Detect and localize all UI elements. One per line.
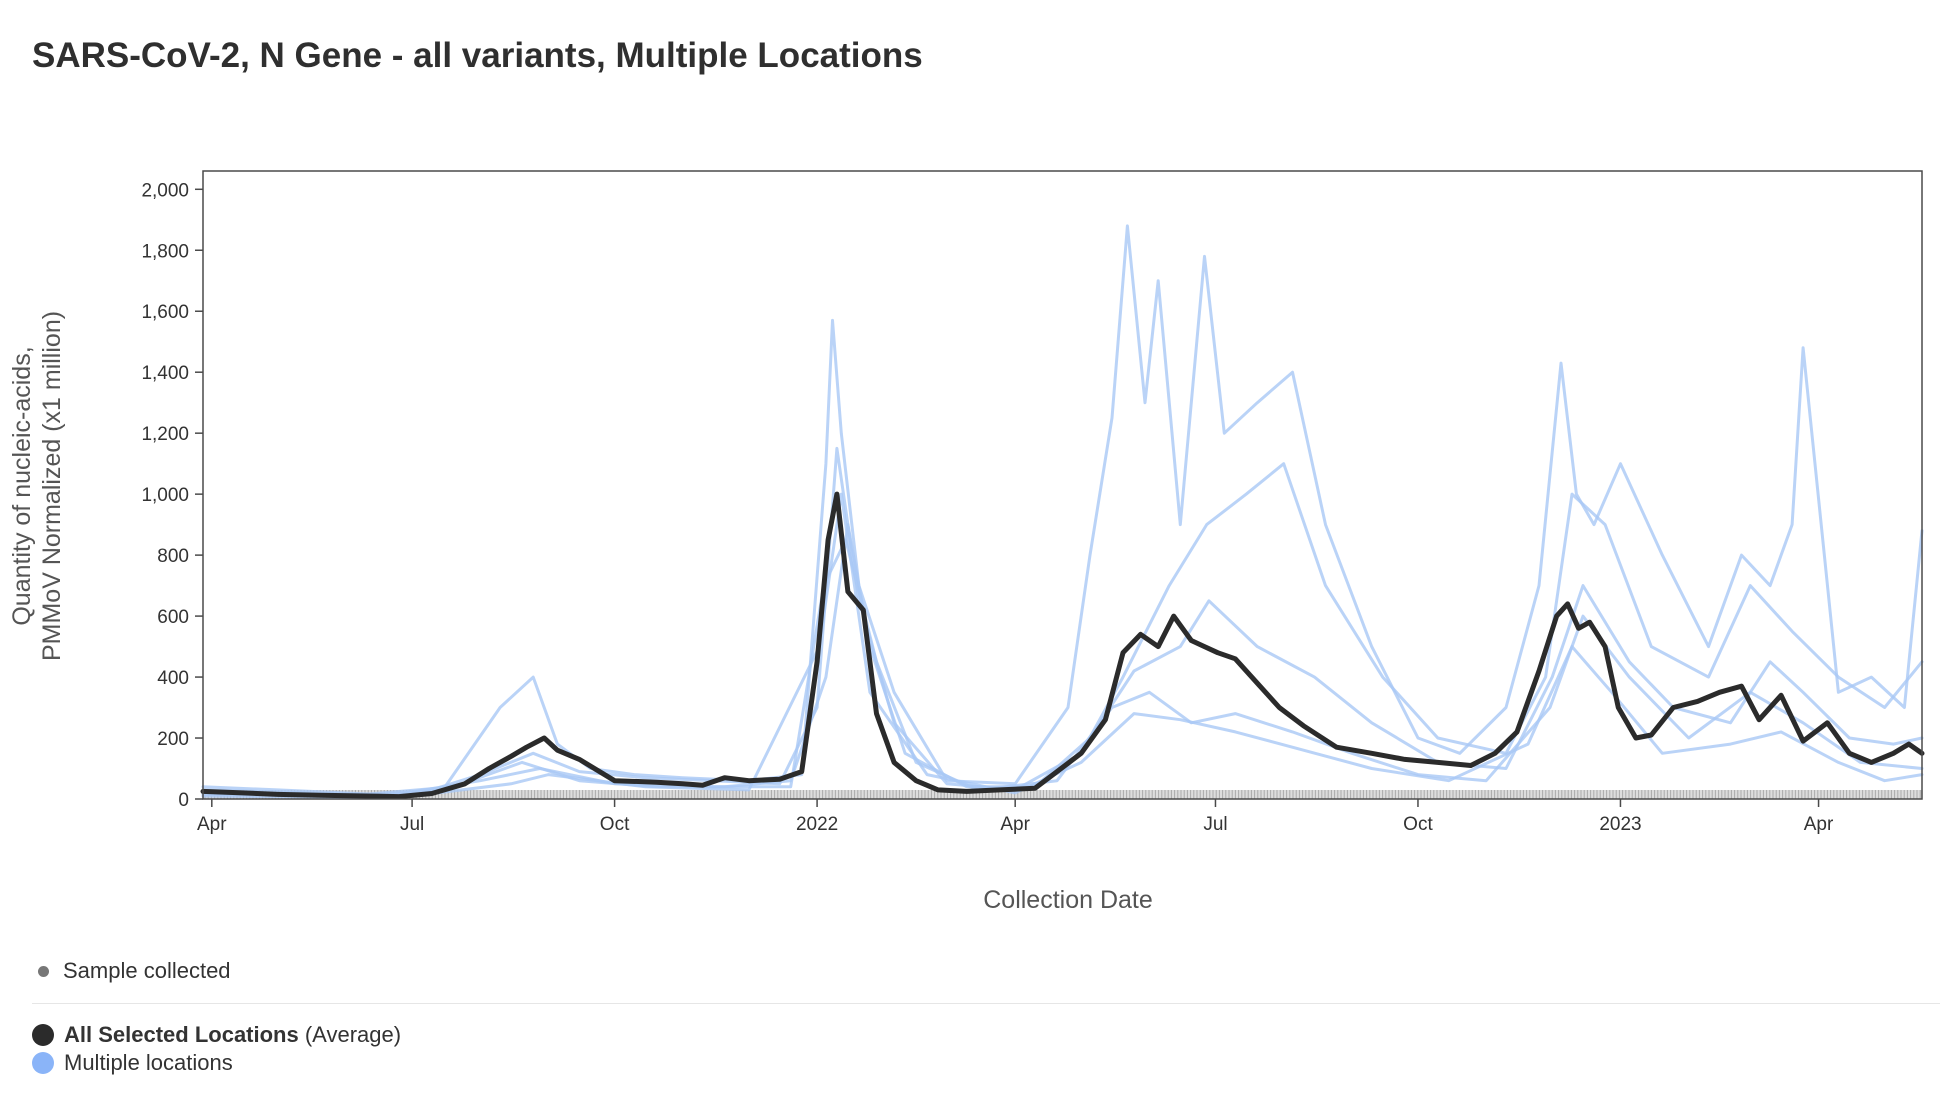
location-series-line-3[interactable] (201, 523, 1924, 798)
y-tick-label: 2,000 (141, 180, 189, 201)
x-tick-label: 2022 (796, 814, 838, 835)
y-tick-label: 0 (178, 790, 189, 811)
legend-locations[interactable]: Multiple locations (32, 1050, 233, 1076)
x-tick-label: Apr (1000, 814, 1030, 835)
location-series-line-1[interactable] (201, 224, 1924, 796)
y-tick-label: 1,400 (141, 363, 189, 384)
x-tick-label: Oct (1403, 814, 1433, 835)
x-tick-label: Oct (600, 814, 630, 835)
x-tick-label: Apr (197, 814, 227, 835)
y-tick-label: 1,200 (141, 424, 189, 445)
x-tick-label: 2023 (1599, 814, 1641, 835)
average-series-line[interactable] (200, 491, 1925, 800)
average-line-layer (200, 491, 1925, 800)
locations-dot-icon (32, 1052, 54, 1074)
plot-frame (202, 170, 1923, 800)
x-axis-title: Collection Date (983, 886, 1153, 914)
y-axis-title-line-2: PMMoV Normalized (x1 million) (38, 311, 66, 661)
y-tick-label: 1,000 (141, 485, 189, 506)
legend-average-label: All Selected Locations (64, 1022, 299, 1047)
location-series-line-2[interactable] (201, 446, 1924, 798)
location-series-line-4[interactable] (201, 538, 1924, 799)
y-tick-label: 400 (157, 668, 189, 689)
y-axis-title-line-1: Quantity of nucleic-acids, (8, 346, 36, 625)
chart-svg: 0 200 400 600 800 1,000 1,200 1,400 1,600 1,800 2,… (8, 170, 1925, 914)
legend-locations-label: Multiple locations (64, 1050, 233, 1075)
legend-sample: Sample collected (32, 958, 231, 984)
y-tick-label: 800 (157, 546, 189, 567)
legend-average[interactable]: All Selected Locations (Average) (32, 1022, 401, 1048)
average-dot-icon (32, 1024, 54, 1046)
y-axis: 0 200 400 600 800 1,000 1,200 1,400 1,600 1,800 2,… (141, 180, 203, 811)
location-series-line-5[interactable] (201, 492, 1924, 798)
y-tick-label: 600 (157, 607, 189, 628)
y-tick-label: 1,800 (141, 241, 189, 262)
location-lines-layer (201, 224, 1924, 799)
legend-average-suffix: (Average) (304, 1022, 402, 1047)
legend-sample-label: Sample collected (63, 958, 231, 983)
legend-divider (32, 1003, 1940, 1004)
sample-dot-icon (38, 965, 49, 977)
y-tick-label: 200 (157, 729, 189, 750)
x-tick-label: Jul (400, 814, 424, 835)
y-tick-label: 1,600 (141, 302, 189, 323)
x-axis: Apr Jul Oct 2022 Apr Jul Oct 2023 Apr (197, 799, 1834, 835)
x-tick-label: Apr (1804, 814, 1834, 835)
chart-title: SARS-CoV-2, N Gene - all variants, Multi… (32, 36, 923, 75)
x-tick-label: Jul (1203, 814, 1227, 835)
